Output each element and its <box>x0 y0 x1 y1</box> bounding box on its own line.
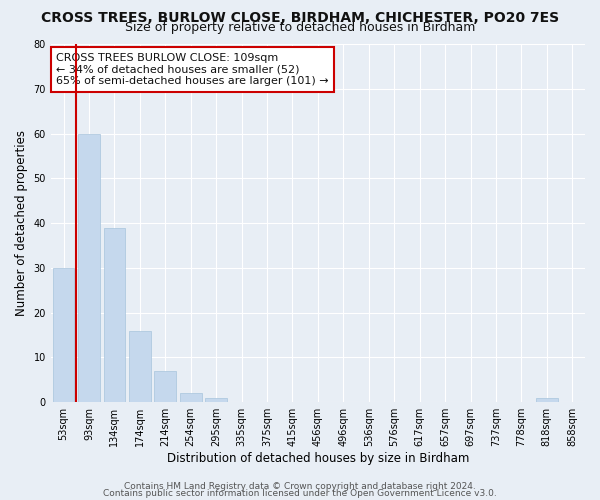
Bar <box>78 134 100 402</box>
Bar <box>180 394 202 402</box>
Bar <box>205 398 227 402</box>
Bar <box>154 371 176 402</box>
X-axis label: Distribution of detached houses by size in Birdham: Distribution of detached houses by size … <box>167 452 469 465</box>
Text: CROSS TREES BURLOW CLOSE: 109sqm
← 34% of detached houses are smaller (52)
65% o: CROSS TREES BURLOW CLOSE: 109sqm ← 34% o… <box>56 53 329 86</box>
Bar <box>53 268 74 402</box>
Text: Contains HM Land Registry data © Crown copyright and database right 2024.: Contains HM Land Registry data © Crown c… <box>124 482 476 491</box>
Bar <box>129 330 151 402</box>
Text: Size of property relative to detached houses in Birdham: Size of property relative to detached ho… <box>125 21 475 34</box>
Text: Contains public sector information licensed under the Open Government Licence v3: Contains public sector information licen… <box>103 489 497 498</box>
Y-axis label: Number of detached properties: Number of detached properties <box>15 130 28 316</box>
Bar <box>104 228 125 402</box>
Bar <box>536 398 557 402</box>
Text: CROSS TREES, BURLOW CLOSE, BIRDHAM, CHICHESTER, PO20 7ES: CROSS TREES, BURLOW CLOSE, BIRDHAM, CHIC… <box>41 11 559 25</box>
